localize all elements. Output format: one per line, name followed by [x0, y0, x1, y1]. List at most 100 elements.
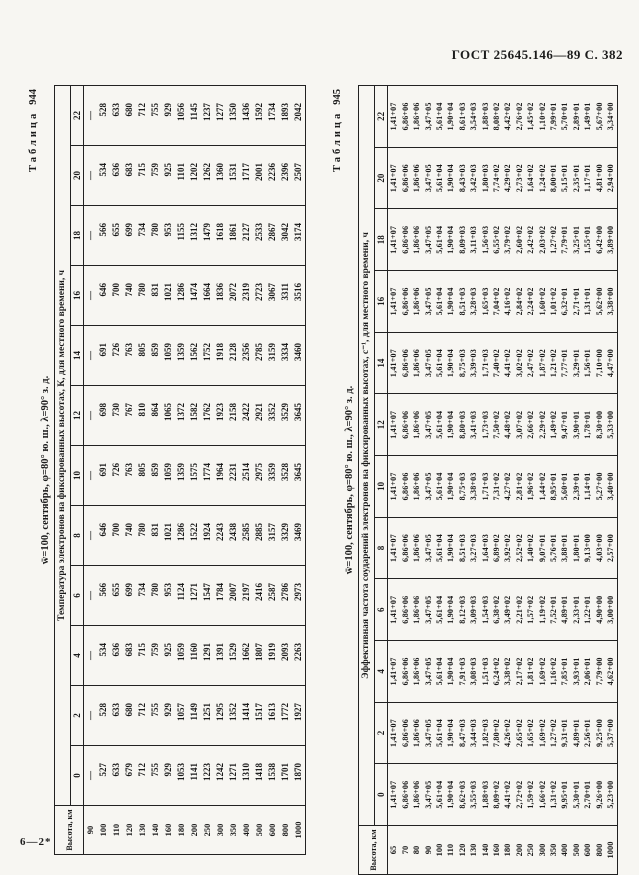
value-cell: 8,61+03 [456, 85, 469, 148]
table-row: 350 1271 1352 1529 2007 2438 2231 2158 2128 2072 1… [227, 85, 241, 855]
height-cell: 350 [548, 825, 560, 875]
table-row: 800 9,26+00 9,25+00 7,79+00 4,90+00 4,03+00 5,… [593, 85, 606, 875]
value-cell: 1056 [175, 85, 189, 146]
value-cell: 2001 [253, 145, 267, 206]
value-cell: 2356 [240, 325, 254, 386]
table-row: 120 8,62+03 8,47+03 7,91+03 8,12+03 8,51+03 8,… [456, 85, 469, 875]
table-title-spanning-header: Эффективная частота соударений электроно… [358, 85, 375, 826]
value-cell: 1701 [279, 745, 293, 806]
value-cell: 953 [162, 565, 176, 626]
value-cell: — [83, 445, 98, 506]
value-cell: 6,86+06 [399, 270, 412, 333]
value-cell: 3,93+01 [570, 640, 583, 703]
table-945-condition-line: w̄=100, сентябрь, φ=80° ю. ш., λ=90° з. … [344, 385, 355, 575]
height-cell: 400 [559, 825, 571, 875]
table-row: 120 679 680 683 699 740 763 767 763 740 699 683 680 [123, 85, 137, 855]
hour-column-header: 0 [374, 763, 388, 826]
value-cell: 1372 [175, 385, 189, 446]
value-cell: 698 [97, 385, 111, 446]
value-cell: 7,79+01 [559, 208, 571, 271]
table-row: 110 1,90+04 1,90+04 1,90+04 1,90+04 1,90+04 1,… [445, 85, 457, 875]
value-cell: 1,41+07 [387, 763, 400, 826]
value-cell: 1474 [188, 265, 202, 326]
value-cell: 1538 [266, 745, 280, 806]
value-cell: 1575 [188, 445, 202, 506]
value-cell: 1,24+02 [536, 147, 549, 209]
value-cell: 3,90+01 [570, 393, 583, 456]
table-row: 130 3,55+03 3,44+03 3,08+03 3,09+03 3,27+03 3,… [468, 85, 480, 875]
value-cell: 1613 [266, 685, 280, 746]
value-cell: 1360 [214, 145, 228, 206]
value-cell: 1223 [201, 745, 215, 806]
height-cell: 300 [214, 805, 228, 855]
page-footer-mark: 6—2* [20, 836, 52, 848]
value-cell: 1,55+01 [582, 208, 594, 271]
value-cell: 740 [123, 265, 137, 326]
value-cell: 7,04+02 [491, 270, 503, 333]
value-cell: 9,13+00 [582, 517, 594, 579]
value-cell: 1734 [266, 85, 280, 146]
table-row: 250 1,59+02 1,65+02 1,81+02 1,57+02 1,40+02 1,… [525, 85, 537, 875]
value-cell: 6,24+02 [491, 640, 503, 703]
value-cell: 2585 [240, 505, 254, 566]
value-cell: 8,09+03 [456, 208, 469, 271]
value-cell: 3,54+03 [468, 85, 480, 148]
hour-column-header: 0 [70, 745, 84, 806]
value-cell: 5,33+00 [605, 393, 618, 456]
value-cell: 5,61+04 [434, 578, 446, 641]
value-cell: 3,47+05 [422, 763, 435, 826]
value-cell: 1,41+07 [387, 393, 400, 456]
value-cell: 1271 [188, 565, 202, 626]
value-cell: 9,25+00 [593, 702, 606, 764]
hour-column-header: 16 [70, 265, 84, 326]
table-945-label: Таблица 945 [332, 85, 343, 875]
value-cell: 1,90+04 [445, 702, 457, 764]
value-cell: 3529 [279, 385, 293, 446]
value-cell: 4,48+02 [502, 393, 514, 456]
value-cell: 780 [136, 265, 150, 326]
value-cell: 5,27+00 [593, 455, 606, 518]
hour-column-header: 20 [70, 145, 84, 206]
value-cell: — [83, 265, 98, 326]
value-cell: 7,79+00 [593, 640, 606, 703]
height-cell: 250 [525, 825, 537, 875]
value-cell: 3,79+02 [502, 208, 514, 271]
value-cell: 859 [149, 325, 163, 386]
value-cell: — [83, 145, 98, 206]
value-cell: 1,16+02 [548, 640, 560, 703]
value-cell: 1,31+02 [548, 763, 560, 826]
value-cell: 8,30+00 [593, 393, 606, 456]
value-cell: 1286 [175, 265, 189, 326]
value-cell: 726 [110, 325, 124, 386]
value-cell: 1,51+03 [479, 640, 492, 703]
value-cell: 528 [97, 85, 111, 146]
value-cell: 4,81+00 [593, 147, 606, 209]
height-cell: 90 [83, 805, 98, 855]
value-cell: 1,71+03 [479, 332, 492, 394]
value-cell: 2,71+01 [570, 270, 583, 333]
value-cell: 1,86+06 [411, 147, 423, 209]
value-cell: 6,86+06 [399, 85, 412, 148]
height-cell: 160 [162, 805, 176, 855]
table-row: 80 1,86+06 1,86+06 1,86+06 1,86+06 1,86+06 1,8… [411, 85, 423, 875]
table-944-label-word: Таблица [28, 110, 39, 172]
value-cell: 3,34+00 [605, 85, 618, 148]
value-cell: 2396 [279, 145, 293, 206]
value-cell: 8,80+03 [456, 393, 469, 456]
table-row: 300 1,66+02 1,69+02 1,69+02 1,19+02 9,07+01 1,… [536, 85, 549, 875]
value-cell: 1271 [227, 745, 241, 806]
value-cell: 5,61+04 [434, 393, 446, 456]
value-cell: 1359 [175, 325, 189, 386]
height-cell: 100 [97, 805, 111, 855]
value-cell: 2072 [227, 265, 241, 326]
value-cell: 5,61+04 [434, 702, 446, 764]
value-cell: 1762 [201, 385, 215, 446]
value-cell: 680 [123, 85, 137, 146]
value-cell: 1101 [175, 145, 189, 206]
value-cell: 1,90+04 [445, 763, 457, 826]
value-cell: 4,41+02 [502, 332, 514, 394]
value-cell: 2128 [227, 325, 241, 386]
value-cell: 2,84+02 [513, 270, 526, 333]
value-cell: 1,69+02 [536, 640, 549, 703]
